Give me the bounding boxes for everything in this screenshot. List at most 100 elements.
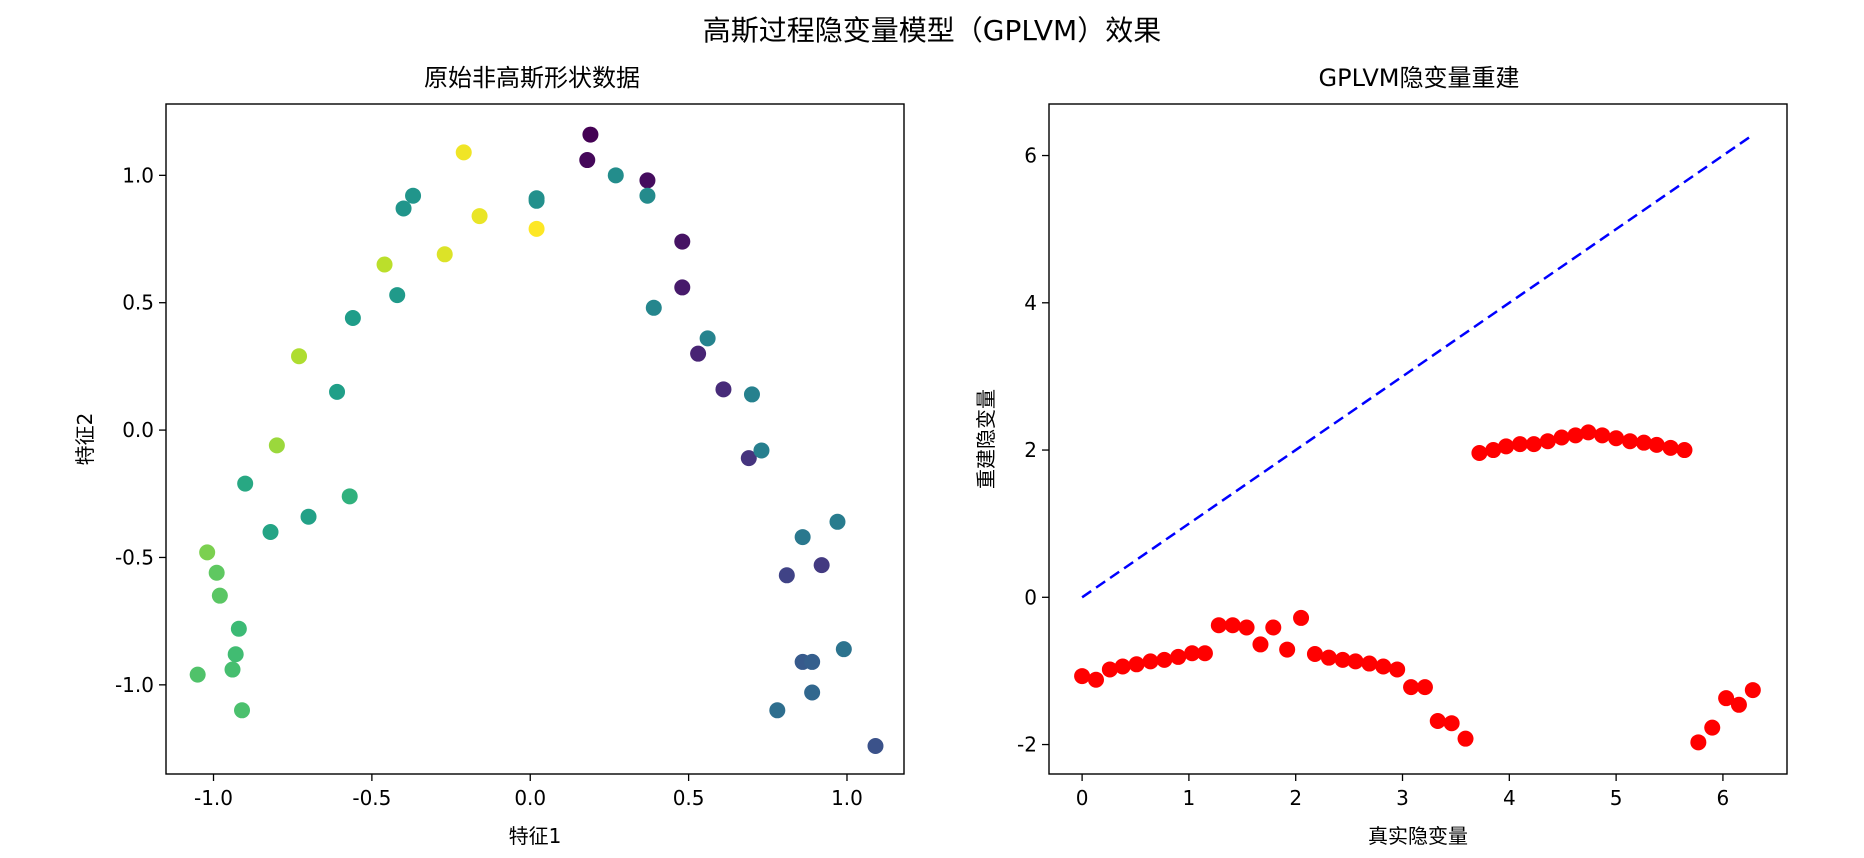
- data-point: [1361, 655, 1378, 672]
- data-point: [1389, 661, 1406, 678]
- y-tick-label: 0.5: [122, 291, 154, 315]
- y-ticks: -2 0 2 4 6: [1017, 144, 1049, 757]
- data-point: [224, 661, 241, 678]
- data-point: [1128, 656, 1145, 673]
- data-point: [227, 646, 244, 663]
- data-point: [1074, 668, 1091, 685]
- data-point: [528, 220, 545, 237]
- data-point: [208, 564, 225, 581]
- data-point: [237, 475, 254, 492]
- data-point: [1471, 444, 1488, 461]
- data-point: [699, 330, 716, 347]
- data-point: [1306, 645, 1323, 662]
- data-point: [579, 152, 596, 169]
- data-point: [344, 309, 361, 326]
- y-axis-label: 重建隐变量: [974, 389, 998, 489]
- data-point: [715, 381, 732, 398]
- data-point: [230, 620, 247, 637]
- figure-suptitle: 高斯过程隐变量模型（GPLVM）效果: [703, 14, 1161, 47]
- data-point: [1567, 427, 1584, 444]
- data-point: [804, 653, 821, 670]
- data-point: [778, 567, 795, 584]
- panel-title: GPLVM隐变量重建: [1319, 64, 1520, 92]
- data-point: [1279, 641, 1296, 658]
- data-point: [1718, 690, 1735, 707]
- data-point: [199, 544, 216, 561]
- data-point: [813, 557, 830, 574]
- data-point: [1498, 438, 1515, 455]
- x-tick-label: 0.5: [673, 786, 705, 810]
- axes-frame: [165, 103, 905, 775]
- data-points: [189, 126, 884, 754]
- data-point: [1403, 679, 1420, 696]
- data-point: [341, 488, 358, 505]
- data-point: [607, 167, 624, 184]
- data-point: [1170, 648, 1187, 665]
- data-point: [405, 187, 422, 204]
- x-tick-label: 0: [1076, 786, 1089, 810]
- data-point: [1690, 734, 1707, 751]
- data-point: [1662, 439, 1679, 456]
- data-point: [1525, 436, 1542, 453]
- data-point: [753, 442, 770, 459]
- data-point: [1347, 653, 1364, 670]
- scatter-panel-original: 原始非高斯形状数据 -1.0 -0.5 0.0 0.5 1.0 -1.0 -0.5 0.0 0…: [73, 64, 905, 848]
- y-tick-label: -2: [1017, 733, 1037, 757]
- data-point: [743, 386, 760, 403]
- x-ticks: 0 1 2 3 4 5 6: [1076, 774, 1730, 810]
- data-point: [1320, 649, 1337, 666]
- data-point: [1539, 433, 1556, 450]
- data-point: [804, 684, 821, 701]
- y-tick-label: 2: [1024, 438, 1037, 462]
- data-point: [1252, 636, 1269, 653]
- y-tick-label: 0.0: [122, 418, 154, 442]
- data-point: [262, 523, 279, 540]
- y-tick-label: 1.0: [122, 163, 154, 187]
- x-tick-label: 3: [1396, 786, 1409, 810]
- data-point: [1114, 658, 1131, 675]
- data-point: [690, 345, 707, 362]
- axes-frame: [1048, 103, 1788, 775]
- data-point: [234, 702, 251, 719]
- data-point: [645, 299, 662, 316]
- data-point: [1375, 658, 1392, 675]
- x-tick-label: 6: [1717, 786, 1730, 810]
- x-tick-label: -1.0: [194, 786, 233, 810]
- x-tick-label: 4: [1503, 786, 1516, 810]
- data-point: [1744, 682, 1761, 699]
- data-point: [291, 348, 308, 365]
- data-point: [436, 246, 453, 263]
- data-point: [1676, 442, 1693, 459]
- data-point: [1608, 430, 1625, 447]
- y-tick-label: 4: [1024, 291, 1037, 315]
- data-point: [829, 513, 846, 530]
- data-point: [1704, 719, 1721, 736]
- data-point: [674, 279, 691, 296]
- data-point: [582, 126, 599, 143]
- data-point: [867, 737, 884, 754]
- scatter-panel-reconstruction: GPLVM隐变量重建 0 1 2 3 4 5 6 -2 0 2 4 6 真实隐变量 重建隐变量: [974, 64, 1788, 848]
- data-point: [268, 437, 285, 454]
- data-point: [189, 666, 206, 683]
- y-ticks: -1.0 -0.5 0.0 0.5 1.0: [115, 163, 166, 697]
- data-point: [1594, 427, 1611, 444]
- x-axis-label: 特征1: [509, 824, 562, 848]
- data-point: [1156, 651, 1173, 668]
- x-axis-label: 真实隐变量: [1368, 824, 1468, 848]
- data-point: [1196, 645, 1213, 662]
- y-axis-label: 特征2: [73, 413, 97, 466]
- data-point: [1416, 679, 1433, 696]
- data-point: [1485, 442, 1502, 459]
- data-points: [1074, 424, 1761, 751]
- data-point: [740, 450, 757, 467]
- data-point: [1730, 696, 1747, 713]
- data-point: [1635, 434, 1652, 451]
- data-point: [1101, 661, 1118, 678]
- data-point: [639, 187, 656, 204]
- data-point: [1293, 609, 1310, 626]
- y-tick-label: 6: [1024, 144, 1037, 168]
- data-point: [389, 287, 406, 304]
- data-point: [674, 233, 691, 250]
- x-tick-label: 5: [1610, 786, 1623, 810]
